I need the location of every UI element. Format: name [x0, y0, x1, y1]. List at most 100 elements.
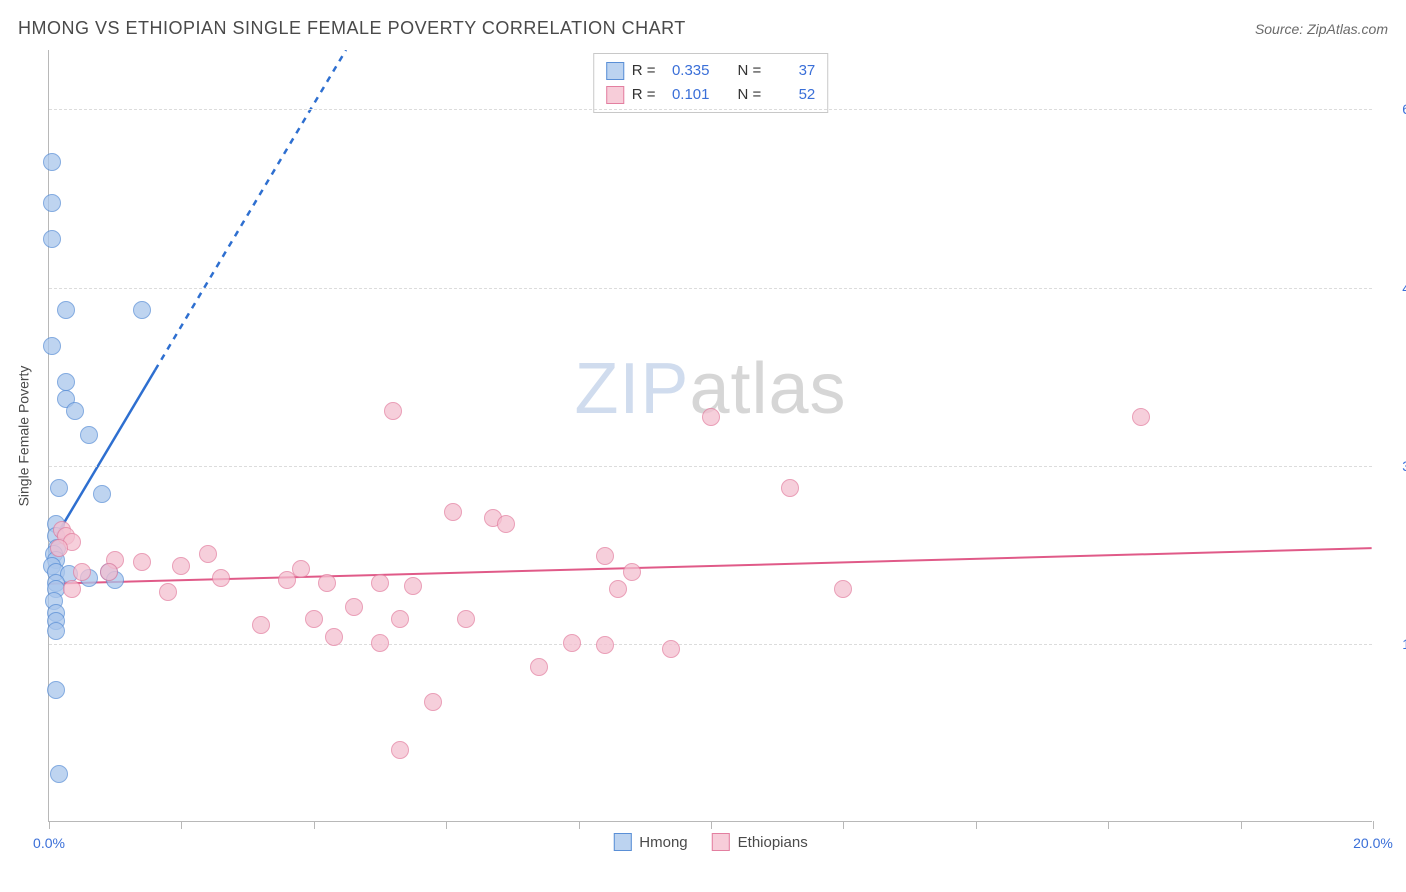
data-point: [73, 563, 91, 581]
data-point: [623, 563, 641, 581]
legend-N-label: N =: [738, 83, 762, 107]
data-point: [199, 545, 217, 563]
legend-swatch: [712, 833, 730, 851]
data-point: [609, 580, 627, 598]
data-point: [43, 153, 61, 171]
y-tick-label: 15.0%: [1382, 636, 1406, 652]
chart-header: HMONG VS ETHIOPIAN SINGLE FEMALE POVERTY…: [18, 18, 1388, 39]
x-tick: [181, 821, 182, 829]
legend-series-item: Ethiopians: [712, 833, 808, 851]
trend-lines-layer: [49, 50, 1372, 821]
data-point: [457, 610, 475, 628]
data-point: [384, 402, 402, 420]
data-point: [252, 616, 270, 634]
legend-R-value: 0.335: [664, 59, 710, 83]
data-point: [93, 485, 111, 503]
data-point: [563, 634, 581, 652]
watermark-part1: ZIP: [574, 349, 689, 429]
trend-line: [49, 548, 1371, 584]
data-point: [172, 557, 190, 575]
legend-N-value: 37: [769, 59, 815, 83]
x-tick: [843, 821, 844, 829]
data-point: [50, 765, 68, 783]
data-point: [404, 577, 422, 595]
data-point: [57, 373, 75, 391]
x-tick: [314, 821, 315, 829]
y-tick-label: 45.0%: [1382, 280, 1406, 296]
data-point: [47, 681, 65, 699]
data-point: [50, 479, 68, 497]
data-point: [371, 634, 389, 652]
gridline: [49, 109, 1372, 110]
data-point: [345, 598, 363, 616]
legend-stats-row: R = 0.101 N = 52: [606, 83, 816, 107]
data-point: [212, 569, 230, 587]
source-attribution: Source: ZipAtlas.com: [1255, 21, 1388, 37]
data-point: [80, 426, 98, 444]
x-tick: [446, 821, 447, 829]
y-axis-label-wrap: Single Female Poverty: [8, 50, 38, 822]
data-point: [702, 408, 720, 426]
data-point: [133, 301, 151, 319]
plot-area: ZIPatlas R =0.335N =37R =0.101N =52 Hmon…: [48, 50, 1372, 822]
legend-series: Hmong Ethiopians: [613, 833, 807, 851]
legend-series-label: Hmong: [639, 834, 687, 851]
data-point: [133, 553, 151, 571]
data-point: [278, 571, 296, 589]
data-point: [530, 658, 548, 676]
legend-R-value: 0.101: [664, 83, 710, 107]
data-point: [66, 402, 84, 420]
y-axis-label: Single Female Poverty: [15, 366, 31, 507]
gridline: [49, 288, 1372, 289]
x-tick: [1108, 821, 1109, 829]
legend-swatch: [606, 62, 624, 80]
gridline: [49, 644, 1372, 645]
data-point: [159, 583, 177, 601]
x-tick: [1373, 821, 1374, 829]
data-point: [100, 563, 118, 581]
x-tick: [976, 821, 977, 829]
y-tick-label: 60.0%: [1382, 101, 1406, 117]
data-point: [391, 610, 409, 628]
data-point: [43, 230, 61, 248]
data-point: [43, 194, 61, 212]
chart-title: HMONG VS ETHIOPIAN SINGLE FEMALE POVERTY…: [18, 18, 686, 39]
legend-stats: R = 0.335 N = 37 R = 0.101 N = 52: [593, 53, 829, 113]
gridline: [49, 466, 1372, 467]
data-point: [57, 301, 75, 319]
legend-R-label: R =: [632, 83, 656, 107]
x-tick: [711, 821, 712, 829]
data-point: [43, 337, 61, 355]
legend-swatch: [613, 833, 631, 851]
data-point: [834, 580, 852, 598]
data-point: [662, 640, 680, 658]
legend-stats-row: R = 0.335 N = 37: [606, 59, 816, 83]
data-point: [497, 515, 515, 533]
legend-series-item: Hmong: [613, 833, 687, 851]
data-point: [47, 622, 65, 640]
data-point: [63, 580, 81, 598]
legend-R-label: R =: [632, 59, 656, 83]
data-point: [781, 479, 799, 497]
x-tick: [49, 821, 50, 829]
data-point: [318, 574, 336, 592]
data-point: [50, 539, 68, 557]
data-point: [444, 503, 462, 521]
legend-swatch: [606, 86, 624, 104]
data-point: [596, 547, 614, 565]
data-point: [1132, 408, 1150, 426]
data-point: [371, 574, 389, 592]
x-tick-label: 0.0%: [33, 835, 65, 851]
data-point: [596, 636, 614, 654]
legend-series-label: Ethiopians: [738, 834, 808, 851]
data-point: [305, 610, 323, 628]
legend-N-value: 52: [769, 83, 815, 107]
data-point: [325, 628, 343, 646]
data-point: [424, 693, 442, 711]
x-tick: [1241, 821, 1242, 829]
x-tick: [579, 821, 580, 829]
data-point: [391, 741, 409, 759]
legend-N-label: N =: [738, 59, 762, 83]
y-tick-label: 30.0%: [1382, 458, 1406, 474]
trend-line: [155, 50, 346, 370]
